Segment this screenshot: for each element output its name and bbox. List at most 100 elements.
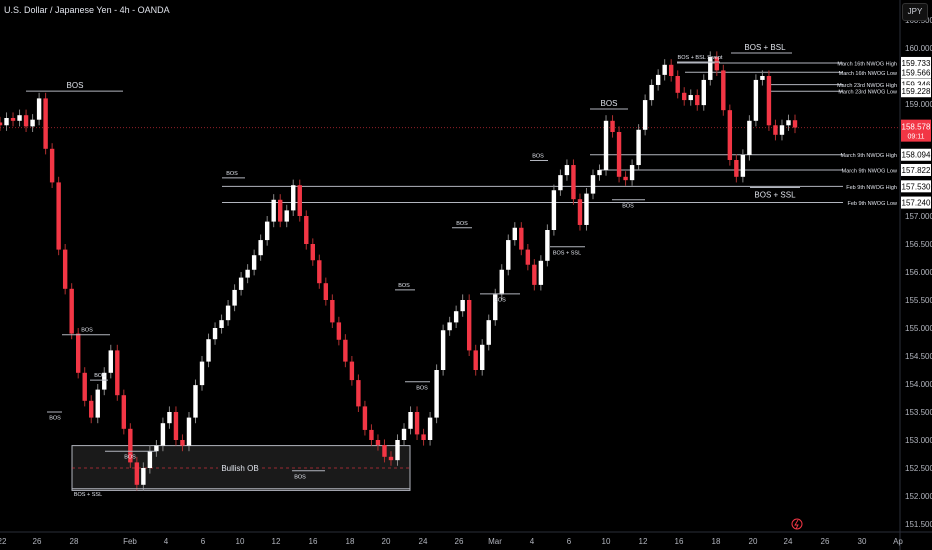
candle-body — [714, 56, 720, 71]
candle-body — [310, 244, 315, 261]
candle-body — [362, 406, 368, 430]
candle-body — [506, 240, 511, 270]
candle-body — [538, 260, 544, 285]
candle-body — [558, 175, 563, 191]
candle-body — [532, 264, 537, 285]
candle-body — [199, 361, 205, 386]
candle-body — [662, 64, 667, 75]
candle-body — [786, 120, 791, 126]
candle-body — [590, 175, 596, 194]
candle-body — [447, 322, 452, 331]
candle-body — [134, 462, 140, 485]
candle-body — [734, 160, 739, 177]
x-tick-label: 10 — [602, 537, 611, 546]
x-tick-label: 6 — [201, 537, 206, 546]
candle-body — [154, 445, 159, 452]
candle-body — [17, 115, 22, 121]
candle-body — [271, 199, 276, 222]
candle-body — [30, 119, 35, 127]
candle-body — [225, 305, 231, 321]
bos-label: BOS — [67, 81, 84, 90]
candle-body — [395, 440, 400, 461]
candle-body — [636, 129, 641, 166]
candle-body — [206, 339, 211, 362]
currency-button[interactable]: JPY — [902, 3, 928, 21]
y-tick-label: 155.000 — [905, 324, 932, 333]
candle-body — [584, 193, 589, 225]
candle-body — [695, 95, 700, 106]
candle-body — [603, 120, 609, 171]
candle-body — [167, 412, 172, 424]
candle-body — [564, 165, 570, 176]
x-tick-label: 24 — [784, 537, 793, 546]
bos-label: BOS — [81, 328, 93, 334]
candle-body — [649, 84, 654, 101]
price-level-box — [901, 180, 931, 193]
candle-body — [304, 216, 309, 244]
x-tick-label: 30 — [858, 537, 867, 546]
candle-body — [577, 199, 583, 225]
x-tick-label: 12 — [639, 537, 648, 546]
candle-body — [708, 56, 713, 80]
bos-label: BOS + SSL — [754, 190, 796, 199]
candle-body — [642, 100, 648, 130]
bos-label: BOS — [49, 416, 61, 422]
price-level-value: 158.094 — [902, 151, 931, 160]
candle-body — [721, 70, 726, 111]
candle-body — [343, 339, 348, 362]
candle-body — [486, 320, 491, 345]
current-price-value: 158.578 — [902, 123, 931, 132]
candle-body — [740, 154, 746, 177]
candle-body — [512, 227, 517, 241]
bos-label: BOS + SSL — [74, 492, 102, 498]
candle-body — [141, 468, 146, 485]
candle-body — [401, 428, 407, 440]
price-level-box — [901, 148, 931, 161]
candle-body — [62, 249, 68, 289]
price-level-box — [901, 196, 931, 209]
bos-label: BOS — [416, 385, 428, 391]
x-tick-label: 16 — [309, 537, 318, 546]
x-tick-label: Feb — [123, 537, 137, 546]
zone-label: Bullish OB — [221, 464, 258, 473]
candle-body — [675, 76, 680, 93]
y-tick-label: 160.000 — [905, 44, 932, 53]
candle-body — [375, 440, 381, 446]
candle-body — [238, 277, 244, 290]
y-tick-label: 156.500 — [905, 240, 932, 249]
lightning-icon-glyph — [794, 519, 799, 530]
price-level-box — [901, 85, 931, 98]
x-tick-label: 4 — [164, 537, 169, 546]
candle-body — [480, 344, 485, 370]
candle-body — [36, 98, 42, 120]
candle-body — [284, 210, 289, 222]
x-tick-label: 28 — [70, 537, 79, 546]
candle-body — [571, 165, 576, 200]
candle-body — [616, 132, 622, 177]
candle-body — [682, 92, 687, 101]
candle-body — [779, 125, 785, 135]
x-tick-label: 18 — [346, 537, 355, 546]
candle-body — [473, 350, 478, 370]
x-tick-label: 22 — [0, 537, 7, 546]
x-tick-label: 20 — [749, 537, 758, 546]
bos-label: BOS + SSL — [553, 250, 581, 256]
lightning-icon[interactable] — [791, 518, 803, 530]
candle-body — [251, 255, 257, 270]
candle-body — [760, 76, 765, 80]
candle-body — [519, 227, 524, 250]
bos-label: BOS — [398, 283, 410, 289]
candle-body — [102, 372, 107, 390]
candle-body — [258, 240, 263, 256]
candle-body — [623, 176, 628, 181]
y-tick-label: 154.000 — [905, 380, 932, 389]
candle-body — [336, 322, 342, 340]
candle-body — [414, 412, 420, 435]
candle-body — [278, 199, 283, 222]
candle-body — [43, 98, 48, 149]
chart-title: U.S. Dollar / Japanese Yen - 4h - OANDA — [4, 5, 170, 15]
current-price-box — [901, 119, 931, 142]
candle-countdown: 09:11 — [908, 134, 925, 141]
x-tick-label: Mar — [488, 537, 502, 546]
